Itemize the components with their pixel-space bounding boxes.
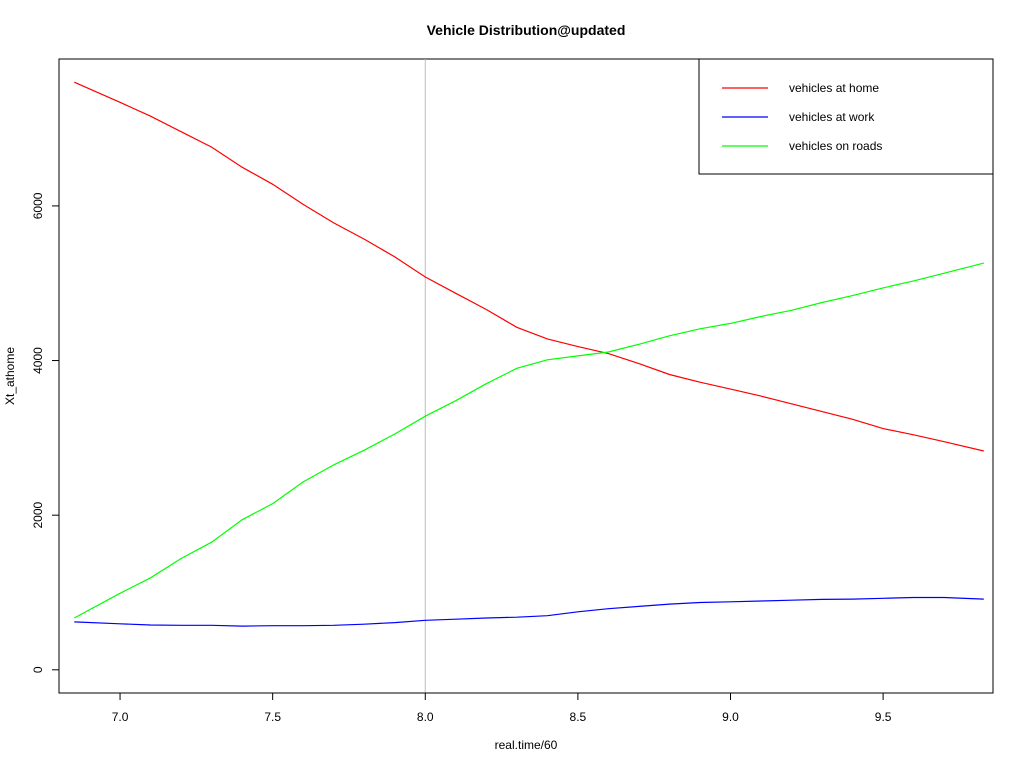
series-line-2 [74, 262, 984, 619]
y-tick-label: 2000 [31, 502, 45, 529]
x-axis: 7.0 7.5 8.0 8.5 9.0 9.5 [112, 692, 892, 724]
chart-title: Vehicle Distribution@updated [427, 22, 626, 38]
legend: vehicles at home vehicles at work vehicles… [698, 58, 994, 175]
y-tick-label: 0 [31, 666, 45, 673]
series-line-1 [74, 596, 984, 627]
y-tick-label: 6000 [31, 192, 45, 219]
y-tick-label: 4000 [31, 347, 45, 374]
series-line-0 [74, 81, 984, 452]
x-tick-label: 9.0 [722, 710, 739, 724]
x-tick-label: 7.0 [112, 710, 129, 724]
y-axis: 0 2000 4000 6000 [31, 192, 60, 673]
x-tick-label: 7.5 [264, 710, 281, 724]
x-tick-label: 9.5 [875, 710, 892, 724]
series-layer [74, 81, 984, 627]
legend-label-1: vehicles at work [789, 110, 875, 124]
legend-label-0: vehicles at home [789, 81, 879, 95]
x-tick-label: 8.5 [570, 710, 587, 724]
x-axis-label: real.time/60 [495, 738, 558, 752]
x-tick-label: 8.0 [417, 710, 434, 724]
legend-label-2: vehicles on roads [789, 139, 882, 153]
y-axis-label: Xt_athome [3, 347, 17, 405]
